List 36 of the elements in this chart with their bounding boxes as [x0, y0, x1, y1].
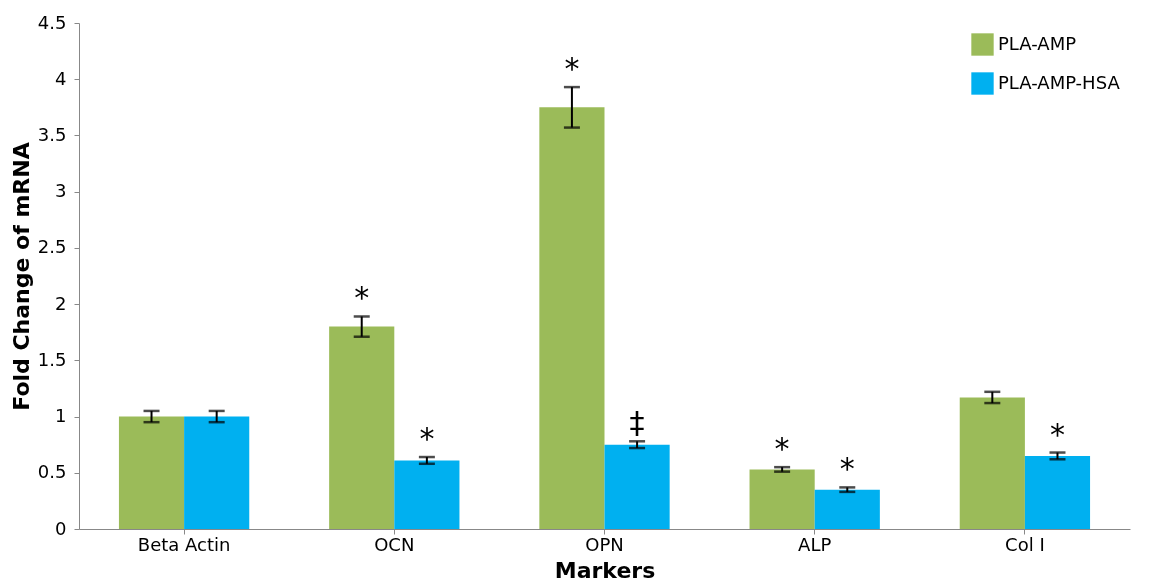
- annotation: *: [839, 451, 855, 487]
- x-tick-label: OPN: [585, 533, 624, 555]
- x-tick-label: OCN: [374, 533, 415, 555]
- legend-label: PLA-AMP: [998, 32, 1077, 54]
- legend-label: PLA-AMP-HSA: [998, 71, 1121, 93]
- y-tick-label: 2: [55, 292, 67, 314]
- y-tick-label: 3.5: [37, 123, 67, 145]
- bar: [118, 416, 185, 529]
- bar: [604, 444, 670, 529]
- y-tick-label: 0.5: [37, 461, 67, 483]
- x-tick-label: Beta Actin: [137, 533, 231, 555]
- annotation: *: [564, 51, 580, 87]
- y-tick-label: 1: [55, 405, 67, 427]
- x-axis-title: Markers: [554, 557, 656, 583]
- bar: [394, 460, 460, 529]
- annotation: ‡: [629, 405, 645, 441]
- y-tick-label: 4: [55, 67, 67, 89]
- annotation: *: [419, 421, 435, 457]
- y-tick-label: 0: [55, 517, 67, 539]
- y-tick-label: 2.5: [37, 236, 67, 258]
- y-tick-label: 3: [55, 180, 67, 202]
- bar: [329, 326, 395, 529]
- bar: [539, 107, 605, 529]
- bar: [184, 416, 250, 529]
- x-tick-label: Col I: [1005, 533, 1045, 555]
- x-tick-label: ALP: [798, 533, 832, 555]
- bar: [959, 397, 1025, 529]
- y-axis-title: Fold Change of mRNA: [8, 142, 34, 411]
- y-tick-label: 1.5: [37, 348, 67, 370]
- y-tick-label: 4.5: [37, 11, 67, 33]
- bar: [749, 469, 815, 529]
- annotation: *: [774, 431, 790, 467]
- annotation: *: [1049, 416, 1065, 452]
- bar: [814, 489, 880, 529]
- bar: [1024, 455, 1091, 529]
- annotation: *: [354, 280, 370, 316]
